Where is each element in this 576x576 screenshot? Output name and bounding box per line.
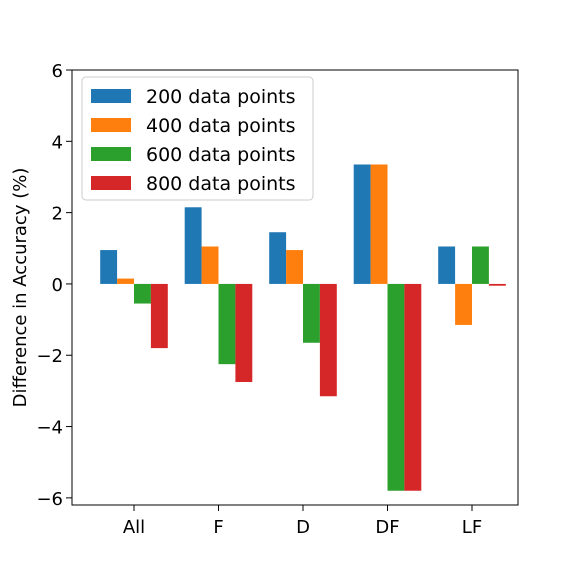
y-tick-label: 0: [52, 275, 63, 296]
legend-label: 600 data points: [146, 144, 296, 166]
legend-swatch: [91, 89, 131, 103]
bars-group: [100, 164, 506, 491]
y-tick-label: 4: [52, 132, 63, 153]
bar-d-series-3: [303, 283, 320, 343]
bar-d-series-2: [286, 250, 303, 284]
bar-d-series-4: [319, 283, 337, 397]
x-axis-ticks: All F D DF LF: [123, 505, 482, 538]
y-tick-label: 6: [52, 61, 63, 82]
bar-lf-series-1: [438, 246, 456, 284]
bar-lf-series-4: [488, 283, 506, 286]
y-axis-ticks: 6 4 2 0 −2 −4 −6: [36, 61, 72, 510]
x-tick-label-d: D: [296, 517, 310, 538]
bar-df-series-1: [353, 164, 371, 284]
bar-all-series-2: [117, 278, 134, 284]
bar-lf-series-2: [455, 283, 472, 325]
x-tick-label-f: F: [213, 517, 223, 538]
y-tick-label: −2: [36, 346, 63, 367]
bar-df-series-3: [387, 283, 405, 491]
bar-df-series-2: [370, 164, 388, 284]
bar-f-series-2: [201, 246, 219, 284]
bar-all-series-4: [150, 283, 168, 349]
bar-all-series-1: [100, 250, 118, 284]
y-tick-label: −6: [36, 489, 63, 510]
legend: 200 data points 400 data points 600 data p…: [81, 76, 314, 201]
x-tick-label-all: All: [123, 517, 145, 538]
bar-d-series-1: [269, 232, 287, 284]
bar-f-series-4: [235, 283, 253, 382]
bar-df-series-4: [404, 283, 422, 491]
x-tick-label-df: DF: [375, 517, 399, 538]
legend-swatch: [91, 176, 131, 190]
bar-f-series-1: [184, 207, 202, 284]
y-tick-label: 2: [52, 204, 63, 225]
bar-lf-series-3: [472, 246, 489, 284]
bar-f-series-3: [218, 283, 236, 365]
y-tick-label: −4: [36, 418, 63, 439]
legend-label: 800 data points: [146, 173, 296, 195]
y-axis-label: Difference in Accuracy (%): [10, 168, 31, 408]
plot-area-frame: [71, 69, 519, 506]
x-tick-label-lf: LF: [462, 517, 482, 538]
legend-label: 400 data points: [146, 115, 296, 137]
bar-all-series-3: [134, 283, 151, 304]
legend-swatch: [91, 147, 131, 161]
legend-label: 200 data points: [146, 86, 296, 108]
legend-swatch: [91, 118, 131, 132]
legend-box: [81, 76, 314, 201]
